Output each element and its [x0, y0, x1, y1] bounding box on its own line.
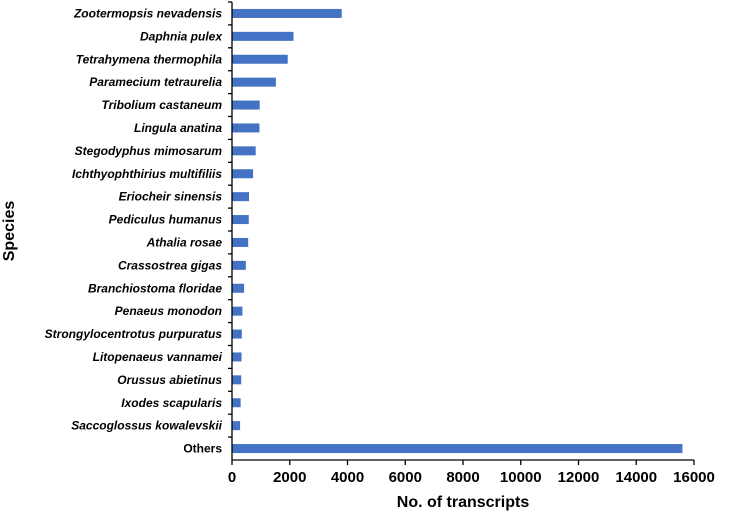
bar-10 [232, 237, 249, 247]
bar-7 [232, 169, 254, 179]
category-label-15: Litopenaeus vannamei [93, 350, 223, 364]
bar-18 [232, 421, 241, 431]
x-tick-label-2: 4000 [331, 469, 364, 486]
category-label-1: Daphnia pulex [140, 29, 223, 43]
category-label-14: Strongylocentrotus purpuratus [45, 327, 223, 341]
x-tick-label-1: 2000 [273, 469, 306, 486]
bar-16 [232, 375, 242, 385]
bar-6 [232, 146, 256, 156]
category-label-3: Paramecium tetraurelia [89, 75, 222, 89]
bar-17 [232, 398, 241, 408]
bar-8 [232, 192, 250, 202]
x-tick-label-8: 16000 [673, 469, 715, 486]
bar-2 [232, 54, 288, 64]
bars-layer [232, 8, 683, 454]
bar-19 [232, 444, 683, 454]
x-ticks-layer: 0 2000 4000 6000 8000 10000 12000 14000 16000 [228, 1, 715, 486]
category-labels-layer: Zootermopsis nevadensis Daphnia pulex Tetr… [45, 6, 224, 455]
category-label-13: Penaeus monodon [115, 304, 222, 318]
x-tick-label-7: 14000 [615, 469, 657, 486]
category-label-16: Orussus abietinus [117, 373, 222, 387]
bar-5 [232, 123, 260, 133]
x-tick-label-5: 10000 [500, 469, 542, 486]
category-label-6: Stegodyphus mimosarum [75, 144, 223, 158]
x-tick-label-0: 0 [228, 469, 236, 486]
category-label-12: Branchiostoma floridae [88, 281, 222, 295]
bar-15 [232, 352, 242, 362]
category-label-0: Zootermopsis nevadensis [73, 6, 222, 20]
category-label-10: Athalia rosae [146, 235, 223, 249]
bar-0 [232, 8, 342, 18]
category-label-2: Tetrahymena thermophila [76, 52, 223, 66]
bar-12 [232, 283, 245, 293]
bar-14 [232, 329, 242, 339]
bar-13 [232, 306, 243, 316]
x-tick-label-3: 6000 [389, 469, 422, 486]
x-tick-label-6: 12000 [558, 469, 600, 486]
category-label-4: Tribolium castaneum [102, 98, 223, 112]
x-axis-title: No. of transcripts [397, 494, 530, 511]
category-label-11: Crassostrea gigas [118, 258, 222, 272]
category-label-5: Lingula anatina [134, 121, 222, 135]
x-tick-label-4: 8000 [446, 469, 479, 486]
category-label-18: Saccoglossus kowalevskii [71, 419, 222, 433]
bar-3 [232, 77, 276, 87]
category-label-8: Eriocheir sinensis [119, 190, 223, 204]
category-label-19: Others [183, 442, 222, 456]
bar-9 [232, 215, 249, 225]
bar-11 [232, 260, 246, 270]
bar-4 [232, 100, 260, 110]
bar-1 [232, 31, 294, 41]
category-label-17: Ixodes scapularis [121, 396, 222, 410]
y-axis-title: Species [1, 201, 18, 262]
category-label-9: Pediculus humanus [109, 213, 223, 227]
category-label-7: Ichthyophthirius multifiliis [72, 167, 222, 181]
